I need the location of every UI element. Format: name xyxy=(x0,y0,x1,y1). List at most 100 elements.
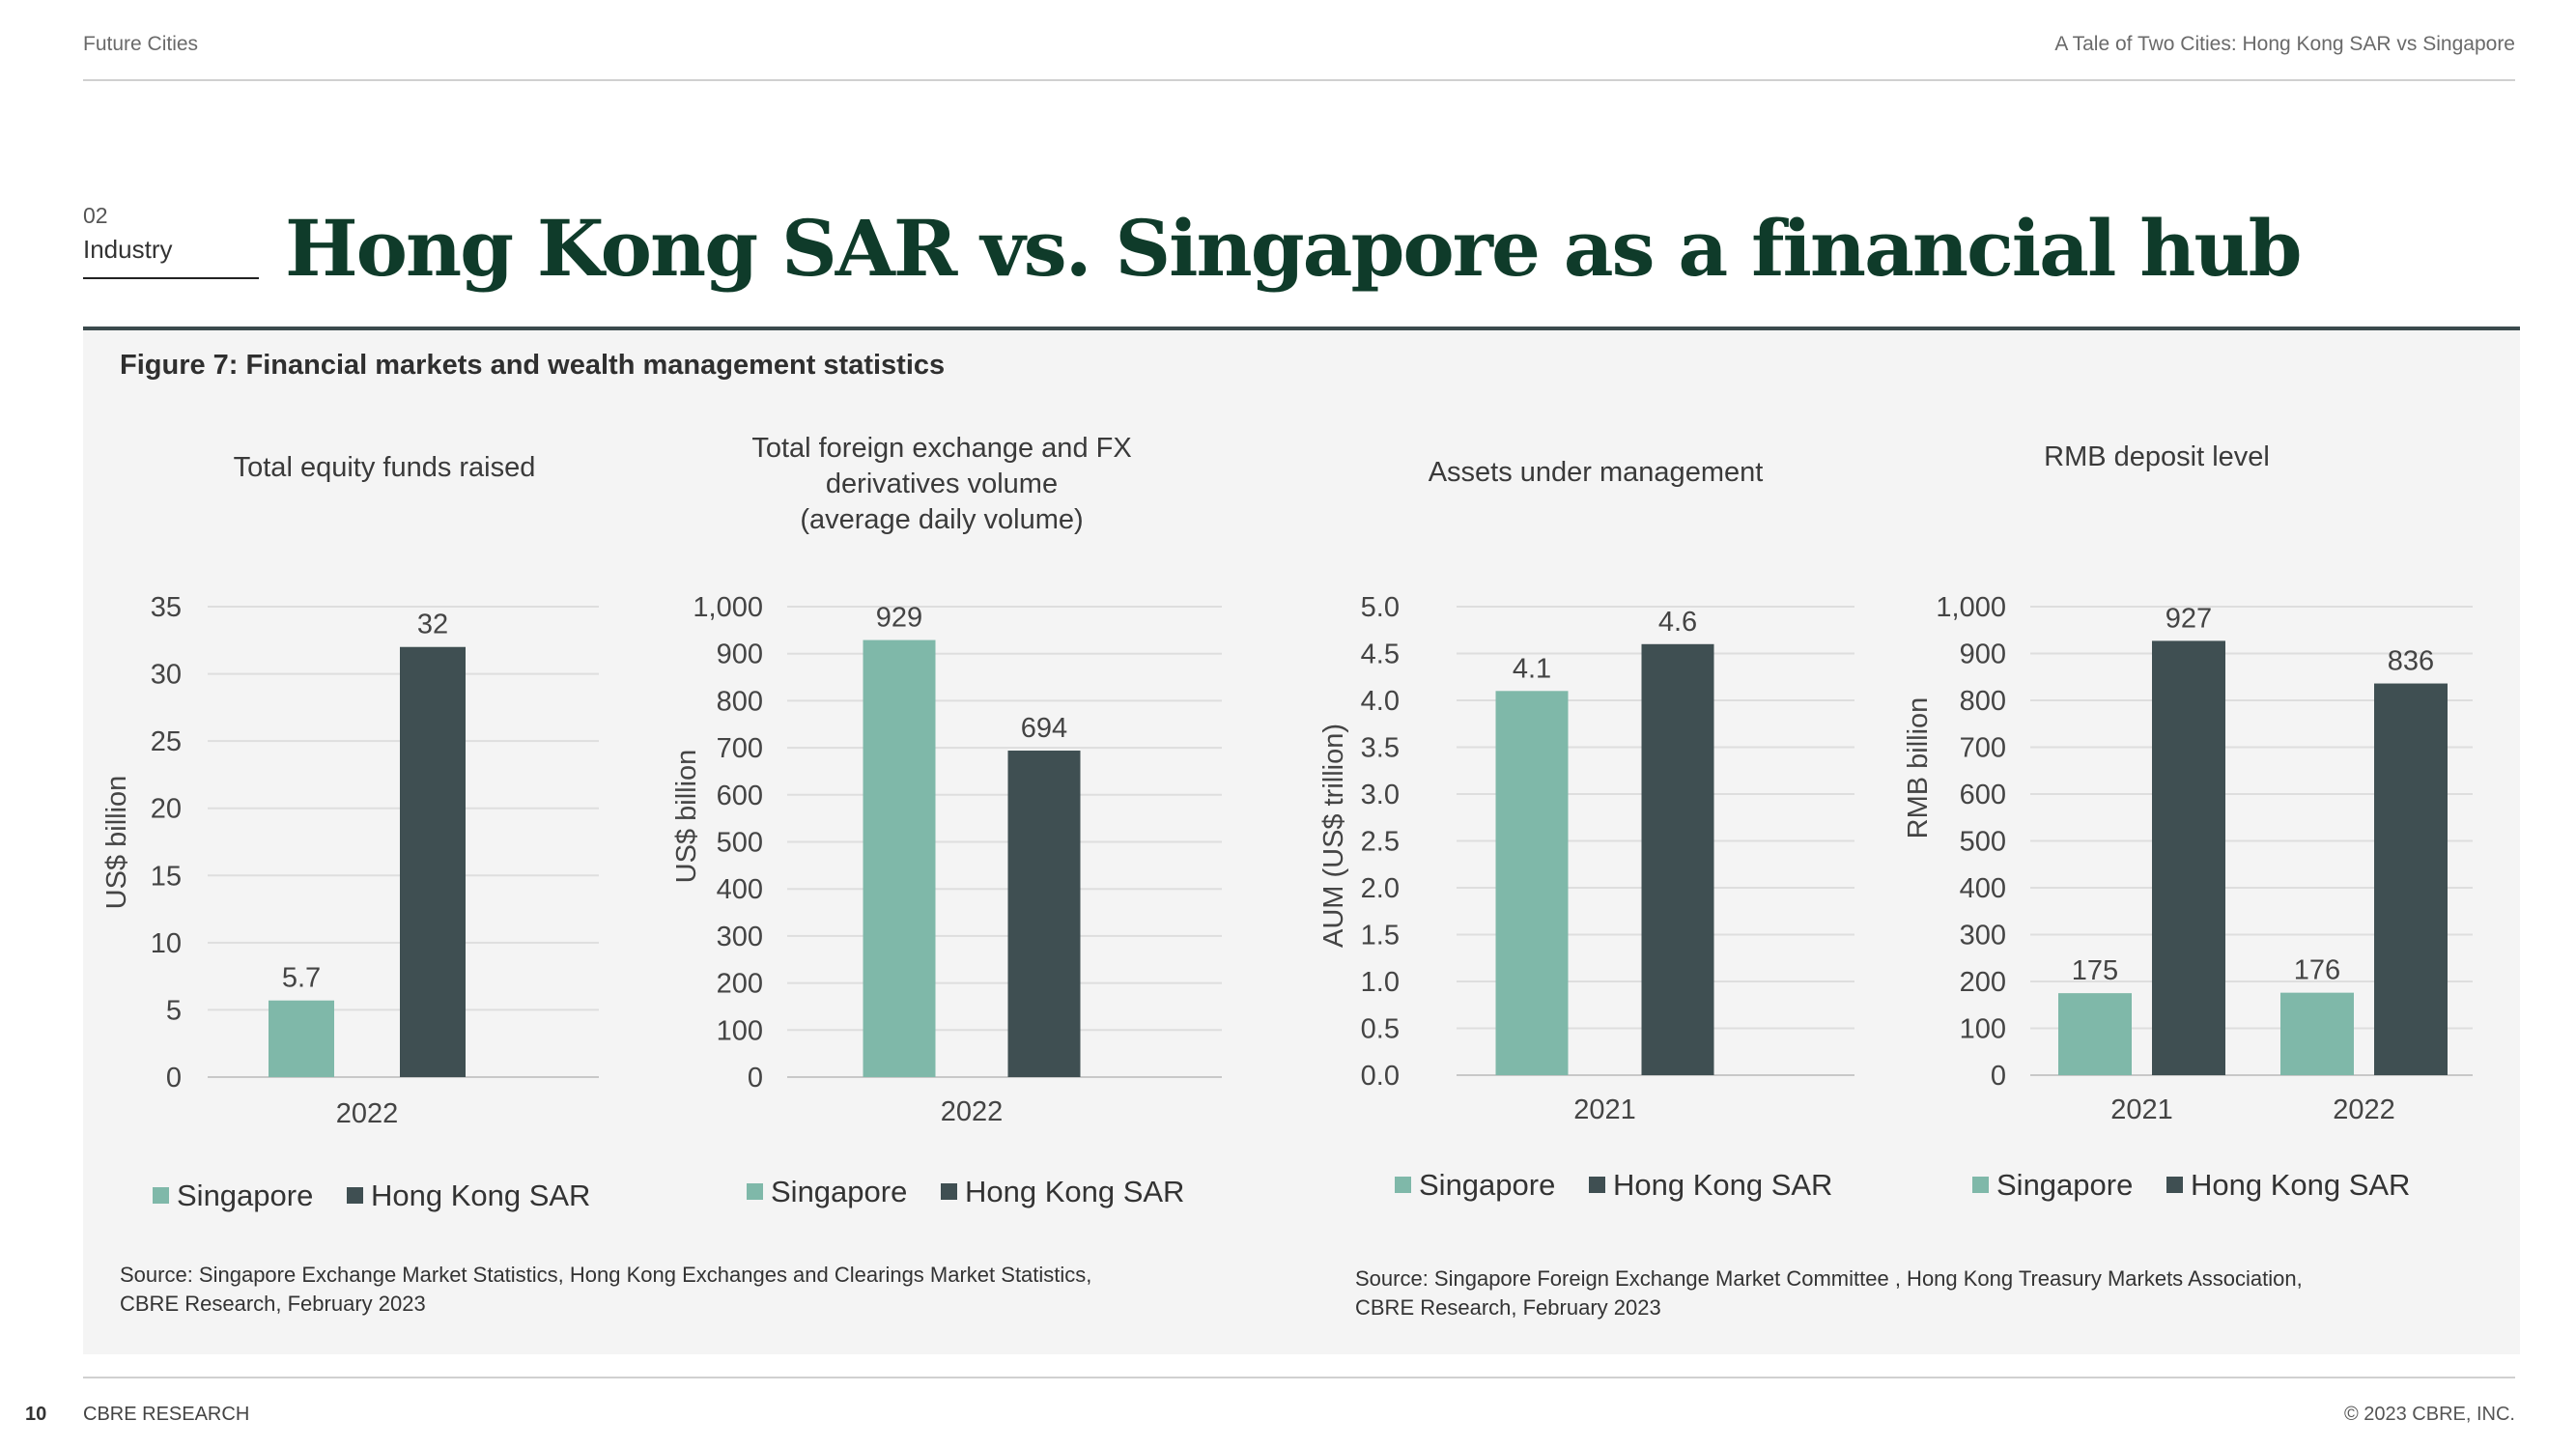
y-tick-label: 1.5 xyxy=(1361,921,1400,952)
chart-title-equity-funds: Total equity funds raised xyxy=(233,452,536,483)
legend-aum: Singapore Hong Kong SAR xyxy=(1395,1166,1857,1203)
legend-label: Singapore xyxy=(1996,1167,2134,1202)
legend-swatch-singapore xyxy=(1395,1177,1411,1193)
y-tick-label: 800 xyxy=(717,686,763,717)
y-tick-label: 1.0 xyxy=(1361,967,1400,998)
y-tick-label: 1,000 xyxy=(693,592,763,623)
section-name: Industry xyxy=(83,235,173,264)
legend-swatch-hong-kong xyxy=(940,1183,957,1200)
bar-hong-kong-2022 xyxy=(400,646,466,1077)
y-tick-label: 900 xyxy=(717,639,763,670)
bar-hong-kong-2021 xyxy=(2152,640,2225,1075)
legend-item-hong-kong: Hong Kong SAR xyxy=(940,1174,1185,1209)
y-tick-label: 1,000 xyxy=(1936,592,2006,623)
y-tick-label: 200 xyxy=(717,969,763,1000)
y-tick-label: 5 xyxy=(166,995,182,1026)
x-category-label: 2021 xyxy=(1573,1094,1636,1125)
x-category-label: 2022 xyxy=(941,1096,1004,1127)
y-tick-label: 0.0 xyxy=(1361,1061,1400,1092)
data-label-hong-kong: 927 xyxy=(2166,603,2212,634)
y-tick-label: 400 xyxy=(717,874,763,905)
y-tick-label: 400 xyxy=(1960,873,2006,904)
y-axis-label: RMB billion xyxy=(1903,697,1934,839)
y-tick-label: 4.5 xyxy=(1361,639,1400,670)
page-title: Hong Kong SAR vs. Singapore as a financi… xyxy=(285,203,2303,294)
bar-singapore-2021 xyxy=(1495,691,1569,1075)
legend-equity-funds: Singapore Hong Kong SAR xyxy=(153,1177,615,1213)
data-label-singapore: 4.1 xyxy=(1513,653,1551,684)
y-tick-label: 100 xyxy=(1960,1014,2006,1045)
bar-hong-kong-2022 xyxy=(1007,751,1081,1077)
source-note-right: Source: Singapore Foreign Exchange Marke… xyxy=(1355,1266,2303,1320)
y-tick-label: 20 xyxy=(151,794,182,825)
y-tick-label: 2.5 xyxy=(1361,827,1400,858)
y-tick-label: 600 xyxy=(717,781,763,811)
legend-label: Singapore xyxy=(177,1178,314,1212)
y-tick-label: 4.0 xyxy=(1361,686,1400,717)
y-tick-label: 2.0 xyxy=(1361,873,1400,904)
y-tick-label: 500 xyxy=(1960,827,2006,858)
legend-rmb-deposit: Singapore Hong Kong SAR xyxy=(1972,1166,2435,1203)
legend-item-singapore: Singapore xyxy=(1972,1168,2133,1203)
legend-label: Hong Kong SAR xyxy=(1612,1167,1833,1202)
y-tick-label: 15 xyxy=(151,861,182,892)
y-tick-label: 300 xyxy=(717,922,763,952)
legend-item-hong-kong: Hong Kong SAR xyxy=(2166,1168,2410,1203)
bar-hong-kong-2022 xyxy=(2374,683,2448,1075)
legend-item-hong-kong: Hong Kong SAR xyxy=(346,1178,591,1213)
legend-item-singapore: Singapore xyxy=(153,1179,313,1213)
legend-label: Hong Kong SAR xyxy=(964,1174,1185,1208)
header-divider xyxy=(83,79,2515,81)
legend-item-singapore: Singapore xyxy=(747,1175,907,1209)
data-label-singapore: 929 xyxy=(876,603,922,634)
legend-item-hong-kong: Hong Kong SAR xyxy=(1588,1167,1833,1203)
legend-fx-volume: Singapore Hong Kong SAR xyxy=(747,1173,1209,1209)
data-label-hong-kong: 836 xyxy=(2388,646,2434,677)
y-tick-label: 300 xyxy=(1960,921,2006,952)
bar-singapore-2022 xyxy=(269,1000,334,1077)
source-note-left: Source: Singapore Exchange Market Statis… xyxy=(120,1263,1092,1316)
x-category-label: 2022 xyxy=(336,1098,399,1129)
data-label-singapore: 175 xyxy=(2072,955,2118,986)
chart-title-rmb-deposit: RMB deposit level xyxy=(2044,441,2270,472)
bar-singapore-2022 xyxy=(863,639,936,1077)
legend-swatch-singapore xyxy=(747,1183,763,1200)
section-underline xyxy=(83,277,259,279)
legend-swatch-singapore xyxy=(1972,1177,1989,1193)
bar-singapore-2021 xyxy=(2058,993,2132,1075)
data-label-hong-kong: 4.6 xyxy=(1658,607,1697,638)
y-tick-label: 10 xyxy=(151,928,182,959)
data-label-hong-kong: 32 xyxy=(417,610,448,640)
header-report-series: Future Cities xyxy=(83,33,199,55)
chart-title-aum: Assets under management xyxy=(1428,457,1764,488)
legend-label: Hong Kong SAR xyxy=(2190,1167,2411,1202)
y-tick-label: 500 xyxy=(717,828,763,859)
x-category-label: 2022 xyxy=(2333,1094,2395,1125)
y-axis-label: AUM (US$ trillion) xyxy=(1318,724,1349,948)
y-tick-label: 25 xyxy=(151,726,182,757)
legend-swatch-hong-kong xyxy=(346,1187,363,1204)
data-label-singapore: 5.7 xyxy=(282,963,321,994)
y-axis-label: US$ billion xyxy=(671,750,702,884)
y-tick-label: 600 xyxy=(1960,780,2006,810)
header-report-title: A Tale of Two Cities: Hong Kong SAR vs S… xyxy=(2054,33,2515,55)
y-tick-label: 0 xyxy=(748,1063,763,1094)
legend-label: Singapore xyxy=(771,1174,908,1208)
y-tick-label: 100 xyxy=(717,1015,763,1046)
y-tick-label: 200 xyxy=(1960,967,2006,998)
y-tick-label: 3.5 xyxy=(1361,733,1400,764)
figure-panel xyxy=(83,330,2520,1354)
chart-title-fx-volume: Total foreign exchange and FX derivative… xyxy=(751,433,1132,535)
y-tick-label: 900 xyxy=(1960,639,2006,670)
data-label-singapore: 176 xyxy=(2294,955,2340,986)
legend-label: Hong Kong SAR xyxy=(370,1178,591,1212)
footer-publisher: CBRE RESEARCH xyxy=(83,1404,250,1425)
y-axis-label: US$ billion xyxy=(101,776,132,910)
legend-label: Singapore xyxy=(1419,1167,1556,1202)
legend-swatch-hong-kong xyxy=(1588,1177,1605,1193)
data-label-hong-kong: 694 xyxy=(1021,713,1067,744)
y-tick-label: 800 xyxy=(1960,686,2006,717)
section-number: 02 xyxy=(83,203,108,228)
figure-caption: Figure 7: Financial markets and wealth m… xyxy=(120,350,946,381)
